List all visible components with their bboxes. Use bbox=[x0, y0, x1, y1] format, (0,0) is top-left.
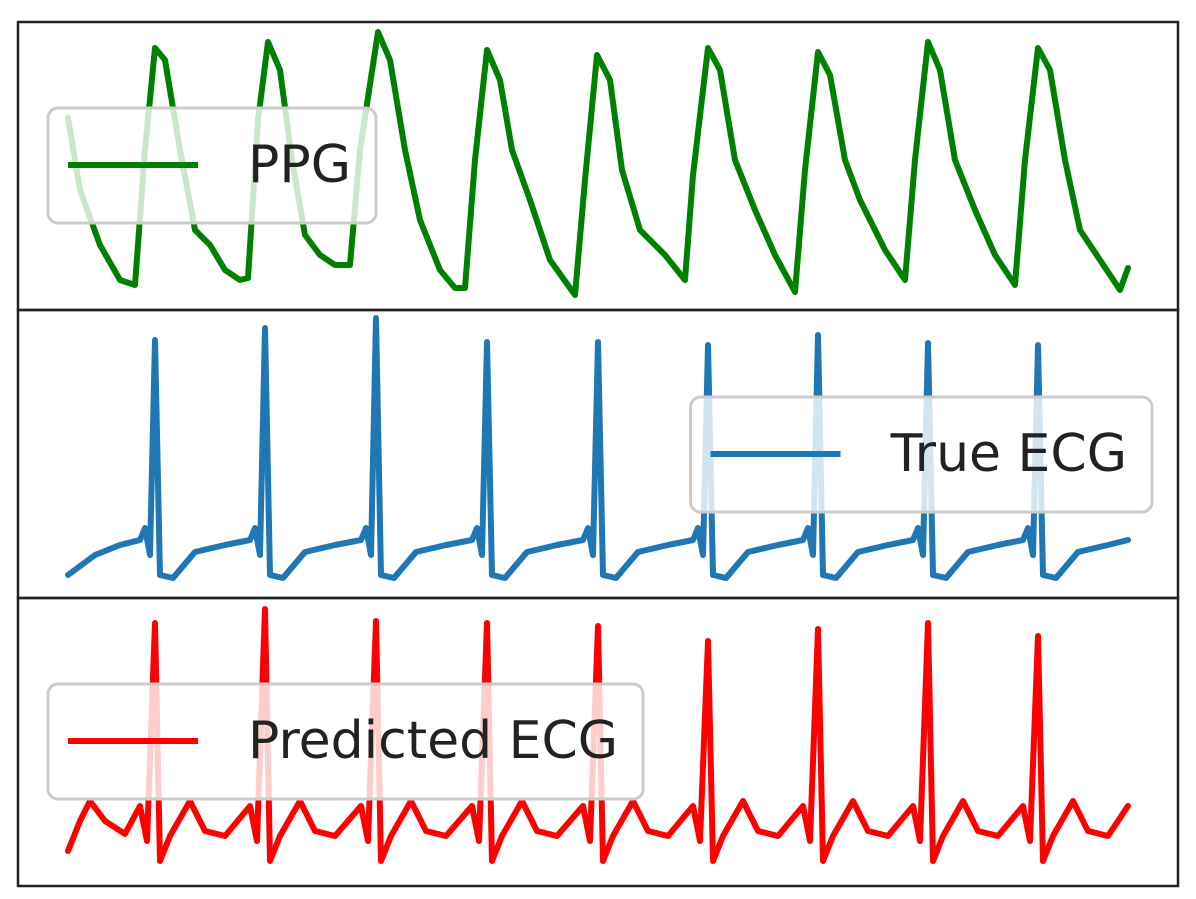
legend-label: True ECG bbox=[890, 424, 1127, 484]
legend-box bbox=[46, 682, 645, 801]
signal-line bbox=[65, 29, 1131, 298]
legend-box bbox=[689, 395, 1154, 514]
panel-frame bbox=[16, 596, 1180, 888]
legend-label: PPG bbox=[248, 135, 351, 195]
legend-box bbox=[46, 106, 378, 225]
legend-label: Predicted ECG bbox=[248, 711, 618, 771]
